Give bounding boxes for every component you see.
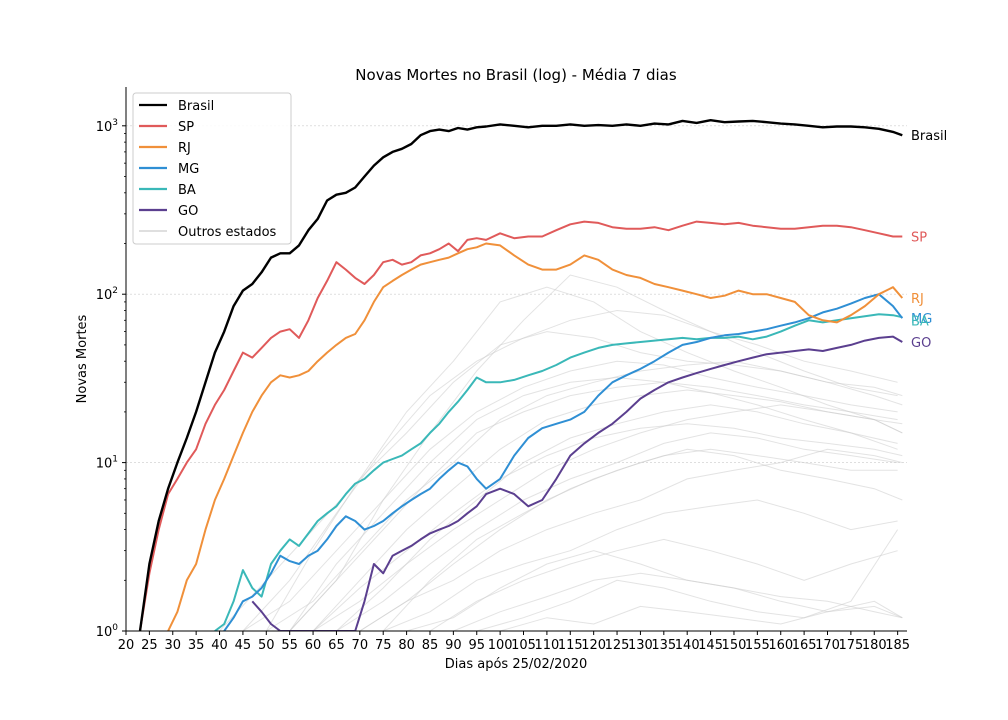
x-tick-label: 105	[511, 638, 536, 653]
x-tick-label: 40	[211, 638, 228, 653]
other-state-line	[499, 605, 903, 631]
end-label-sp: SP	[911, 231, 927, 246]
x-tick-label: 140	[675, 638, 700, 653]
legend-label: MG	[178, 162, 199, 177]
end-label-brasil: Brasil	[911, 129, 947, 144]
other-state-line	[453, 572, 903, 631]
legend-box	[132, 92, 292, 245]
y-tick-exponent: 2	[112, 286, 118, 296]
x-tick-label: 135	[651, 638, 676, 653]
series-line-brasil	[138, 118, 903, 631]
series-line-mg	[223, 293, 904, 631]
x-tick-label: 100	[488, 638, 513, 653]
x-tick-label: 20	[118, 638, 135, 653]
other-state-line	[336, 432, 898, 631]
other-state-line	[242, 309, 898, 631]
y-tick-base: 10	[96, 457, 113, 472]
y-tick-label: 100	[96, 623, 119, 640]
series-lines	[138, 118, 904, 631]
x-axis-ticks: 20 25 30 35 40 45 50 55 60 65 70 75 80 85 90 95 10010511…	[118, 631, 910, 653]
y-tick-label: 103	[96, 118, 118, 135]
x-tick-label: 115	[558, 638, 583, 653]
end-label-mg: MG	[911, 312, 932, 327]
series-line-go	[251, 335, 903, 631]
x-tick-label: 130	[628, 638, 653, 653]
legend-label: RJ	[178, 141, 191, 156]
x-tick-label: 35	[188, 638, 205, 653]
x-tick-label: 95	[468, 638, 485, 653]
legend-label: Brasil	[178, 99, 214, 114]
x-tick-label: 70	[352, 638, 369, 653]
x-tick-label: 65	[328, 638, 345, 653]
series-line-sp	[139, 220, 903, 631]
y-tick-label: 102	[96, 286, 118, 303]
other-state-line	[336, 404, 898, 631]
x-tick-label: 30	[164, 638, 181, 653]
x-tick-label: 25	[141, 638, 158, 653]
x-tick-label: 110	[534, 638, 559, 653]
x-tick-label: 185	[885, 638, 910, 653]
other-state-line	[289, 381, 898, 631]
other-state-line	[266, 360, 903, 631]
chart-title: Novas Mortes no Brasil (log) - Média 7 d…	[355, 66, 677, 84]
y-tick-exponent: 3	[112, 118, 118, 128]
x-tick-label: 160	[768, 638, 793, 653]
legend: Brasil SP RJ MG BA GO Outros estados	[132, 92, 292, 245]
end-label-ba: BA	[911, 314, 929, 329]
axes	[125, 87, 907, 632]
y-tick-base: 10	[96, 625, 113, 640]
y-axis-label: Novas Mortes	[75, 314, 90, 403]
x-tick-label: 60	[305, 638, 322, 653]
other-state-line	[382, 448, 898, 631]
end-label-go: GO	[911, 336, 931, 351]
x-tick-label: 90	[445, 638, 462, 653]
series-line-rj	[167, 242, 904, 631]
other-state-line	[429, 538, 898, 631]
y-tick-base: 10	[96, 288, 113, 303]
legend-label: Outros estados	[178, 225, 277, 240]
other-state-line	[406, 550, 903, 631]
y-tick-exponent: 0	[112, 623, 118, 633]
other-state-line	[476, 529, 899, 631]
other-state-line	[359, 448, 903, 631]
x-tick-label: 125	[605, 638, 630, 653]
other-states-lines	[219, 274, 903, 631]
legend-label: BA	[178, 183, 196, 198]
x-tick-label: 150	[722, 638, 747, 653]
x-tick-label: 85	[422, 638, 439, 653]
y-tick-exponent: 1	[112, 455, 118, 465]
x-tick-label: 145	[698, 638, 723, 653]
x-tick-label: 55	[281, 638, 298, 653]
x-axis-label: Dias após 25/02/2020	[445, 657, 588, 672]
x-tick-label: 165	[792, 638, 817, 653]
x-tick-label: 80	[398, 638, 415, 653]
legend-label: SP	[178, 120, 194, 135]
other-state-line	[312, 404, 903, 631]
other-state-line	[242, 360, 898, 631]
x-tick-label: 180	[862, 638, 887, 653]
x-tick-label: 175	[838, 638, 863, 653]
x-tick-label: 170	[815, 638, 840, 653]
x-tick-label: 120	[581, 638, 606, 653]
other-state-line	[265, 286, 903, 631]
other-state-line	[312, 389, 903, 631]
x-tick-label: 75	[375, 638, 392, 653]
other-state-line	[383, 499, 898, 631]
end-label-rj: RJ	[911, 292, 924, 307]
series-line-ba	[214, 313, 903, 631]
legend-label: GO	[178, 204, 198, 219]
x-tick-label: 45	[235, 638, 252, 653]
x-tick-label: 50	[258, 638, 275, 653]
other-state-line	[289, 274, 898, 631]
y-tick-label: 101	[96, 455, 118, 472]
other-state-line	[289, 376, 898, 631]
x-tick-label: 155	[745, 638, 770, 653]
y-tick-base: 10	[96, 120, 113, 135]
